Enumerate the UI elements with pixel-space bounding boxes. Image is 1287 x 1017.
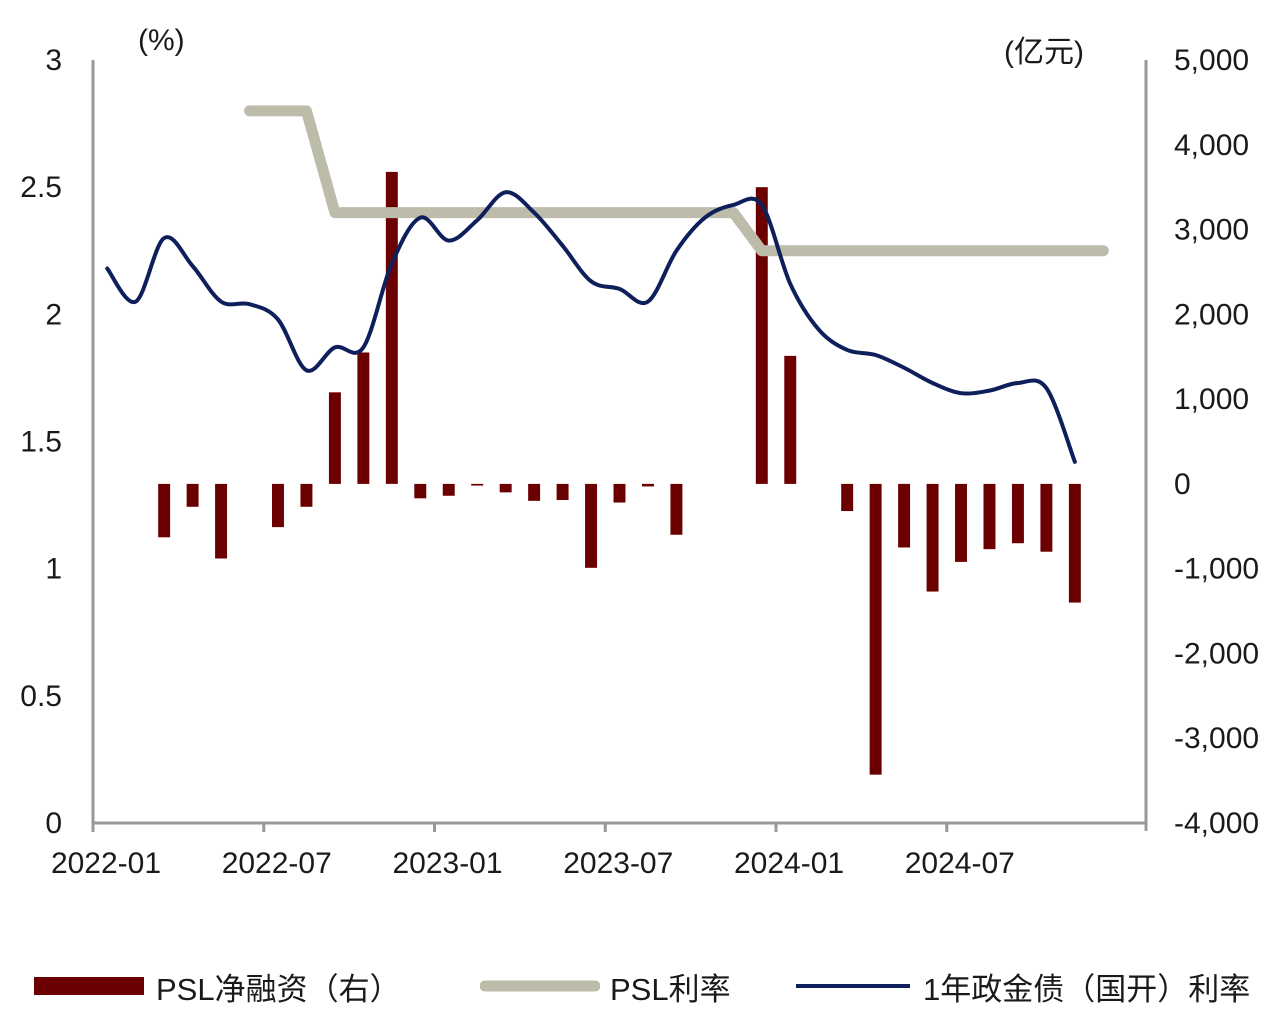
left-axis-tick-label: 3 xyxy=(45,44,62,77)
legend: PSL净融资（右） PSL利率 1年政金债（国开）利率 xyxy=(0,958,1287,1014)
right-axis-tick-label: 0 xyxy=(1174,468,1191,501)
line-cdb-1y-rate xyxy=(105,190,1077,464)
x-axis-tick-label: 2022-07 xyxy=(222,847,332,880)
bar xyxy=(471,483,484,486)
right-axis-tick-label: -2,000 xyxy=(1174,637,1259,670)
left-axis-tick-label: 1.5 xyxy=(20,426,62,459)
legend-swatch-cdb-1y-rate xyxy=(796,984,910,988)
bar xyxy=(926,483,939,592)
right-axis-tick-label: 3,000 xyxy=(1174,214,1249,247)
x-axis-tick-label: 2022-01 xyxy=(51,847,161,880)
bar xyxy=(983,483,996,550)
legend-item-psl-net-financing: PSL净融资（右） xyxy=(34,958,401,1014)
right-axis-tick-label: -3,000 xyxy=(1174,722,1259,755)
bar xyxy=(272,483,284,528)
x-axis-tick-label: 2024-01 xyxy=(734,847,844,880)
bar xyxy=(869,483,882,775)
bar xyxy=(1068,483,1081,603)
line-series-group xyxy=(105,105,1109,464)
bar xyxy=(585,483,598,568)
bar xyxy=(385,171,398,484)
bar xyxy=(784,355,797,484)
bar xyxy=(186,483,199,507)
bar xyxy=(158,483,171,538)
bar xyxy=(528,483,541,501)
x-axis-tick-label: 2023-07 xyxy=(563,847,673,880)
right-axis-tick-label: -1,000 xyxy=(1174,553,1259,586)
bar xyxy=(215,483,228,559)
left-axis-tick-label: 2.5 xyxy=(20,171,62,204)
axes-group: 0 0.5 1 1.5 2 2.5 3 -4,000 -3,000 -2,000 -1,000 0 1,… xyxy=(20,44,1259,880)
left-axis-tick-label: 0.5 xyxy=(20,680,62,713)
bar xyxy=(300,483,313,507)
bar xyxy=(841,483,854,512)
left-axis-tick-label: 2 xyxy=(45,298,62,331)
bar xyxy=(328,392,341,484)
legend-item-psl-rate: PSL利率 xyxy=(480,958,731,1014)
chart: 0 0.5 1 1.5 2 2.5 3 -4,000 -3,000 -2,000 -1,000 0 1,… xyxy=(20,24,1259,880)
left-axis-tick-label: 0 xyxy=(45,807,62,840)
bar xyxy=(1040,483,1053,552)
left-axis-tick-label: 1 xyxy=(45,553,62,586)
bar xyxy=(442,483,455,496)
bar xyxy=(357,352,370,484)
bar xyxy=(955,483,967,562)
x-axis-tick-label: 2024-07 xyxy=(905,847,1015,880)
line-psl-rate xyxy=(244,105,1109,257)
right-axis-tick-label: 2,000 xyxy=(1174,298,1249,331)
bar xyxy=(898,483,911,548)
legend-label-psl-rate: PSL利率 xyxy=(610,971,731,1007)
bar xyxy=(556,483,569,500)
right-axis-tick-label: 4,000 xyxy=(1174,129,1249,162)
bar-series-psl-net-financing xyxy=(158,171,1081,775)
legend-label-psl-net-financing: PSL净融资（右） xyxy=(156,971,401,1007)
left-axis-unit: (%) xyxy=(138,24,185,57)
bar xyxy=(755,187,768,484)
legend-swatch-psl-net-financing xyxy=(34,977,144,995)
right-axis-tick-label: -4,000 xyxy=(1174,807,1259,840)
bar xyxy=(670,483,683,535)
bar xyxy=(641,483,654,487)
right-axis-tick-label: 1,000 xyxy=(1174,383,1249,416)
legend-label-cdb-1y-rate: 1年政金债（国开）利率 xyxy=(923,971,1251,1007)
bar xyxy=(613,483,626,503)
legend-swatch-psl-rate xyxy=(480,980,600,992)
x-axis-tick-label: 2023-01 xyxy=(392,847,502,880)
right-axis-unit: (亿元) xyxy=(1004,36,1084,69)
bar xyxy=(499,483,512,493)
bar xyxy=(414,483,427,499)
legend-item-cdb-1y-rate: 1年政金债（国开）利率 xyxy=(793,958,1250,1014)
right-axis-tick-label: 5,000 xyxy=(1174,44,1249,77)
bar xyxy=(1011,483,1024,544)
